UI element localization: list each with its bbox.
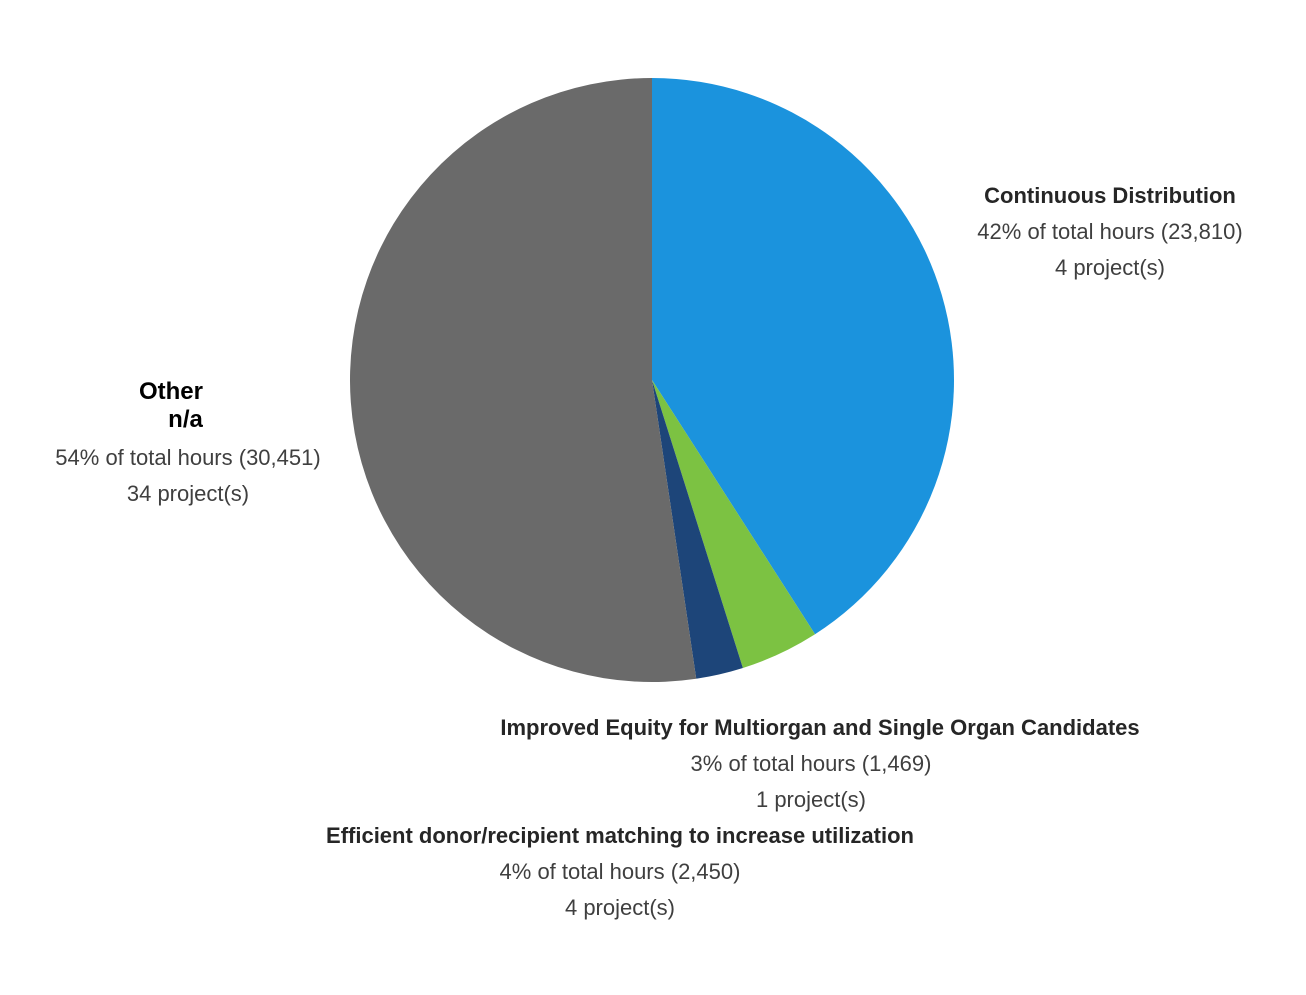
- label-title: Other: [138, 378, 203, 405]
- pie-slice-other: [350, 78, 697, 682]
- pie-slice-efficient-matching: [652, 380, 816, 669]
- label-improved-equity: Improved Equity for Multiorgan and Singl…: [430, 710, 1210, 818]
- label-efficient-matching: Efficient donor/recipient matching to in…: [250, 818, 990, 926]
- label-hours: 54% of total hours (30,451): [55, 445, 321, 470]
- label-hours: 3% of total hours (1,469): [690, 751, 932, 776]
- label-other: Other n/a 54% of total hours (30,451) 34…: [8, 378, 368, 512]
- label-projects: 4 project(s): [1054, 255, 1166, 280]
- label-projects: 4 project(s): [564, 895, 676, 920]
- label-hours: 4% of total hours (2,450): [499, 859, 741, 884]
- label-projects: 34 project(s): [126, 481, 250, 506]
- label-subtitle: n/a: [168, 406, 203, 433]
- pie-slice-improved-equity: [652, 380, 743, 679]
- label-hours: 42% of total hours (23,810): [977, 219, 1243, 244]
- label-title: Efficient donor/recipient matching to in…: [326, 823, 914, 848]
- label-projects: 1 project(s): [755, 787, 867, 812]
- label-title: Improved Equity for Multiorgan and Singl…: [500, 715, 1140, 740]
- label-continuous-distribution: Continuous Distribution 42% of total hou…: [940, 178, 1280, 286]
- pie-slice-continuous-distribution: [652, 78, 954, 635]
- label-title: Continuous Distribution: [984, 183, 1236, 208]
